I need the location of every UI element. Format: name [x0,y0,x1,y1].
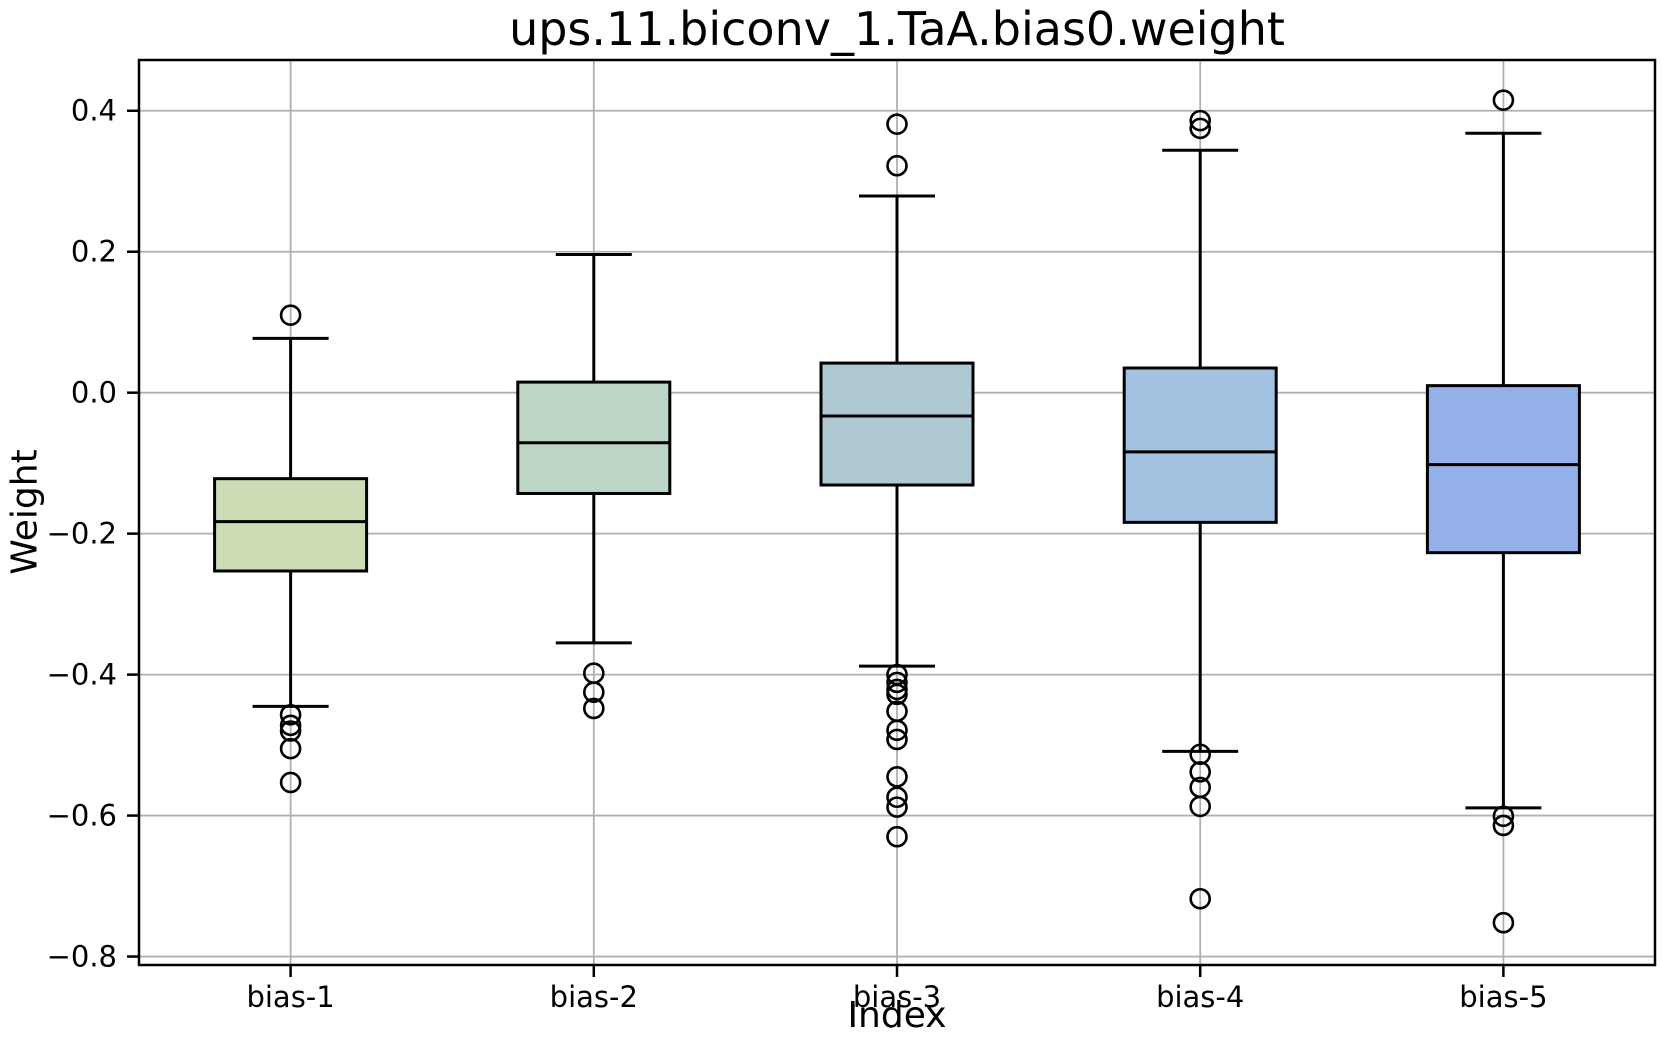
y-tick-label: 0.2 [71,235,117,269]
outlier-point-bias-4 [1189,887,1211,910]
outlier-point-bias-3 [886,796,908,818]
y-tick-label: −0.4 [47,658,117,692]
outlier-point-bias-1 [279,304,302,326]
outlier-point-bias-5 [1492,89,1515,111]
outlier-point-bias-3 [886,154,908,177]
outlier-point-bias-4 [1189,109,1211,132]
outlier-point-bias-3 [886,728,908,751]
box-bias-5 [1425,384,1581,555]
x-tick-label: bias-4 [1156,980,1244,1014]
x-tick-label: bias-3 [853,980,941,1014]
outlier-point-bias-2 [582,697,605,720]
outlier-point-bias-1 [279,714,302,737]
outlier-point-bias-3 [886,719,908,742]
outlier-point-bias-5 [1492,911,1515,934]
outlier-point-bias-5 [1492,805,1515,828]
box-bias-1 [213,477,369,573]
chart-title: ups.11.biconv_1.TaA.bias0.weight [509,2,1285,56]
outlier-point-bias-1 [279,737,302,760]
outlier-point-bias-4 [1189,117,1211,140]
outlier-point-bias-2 [582,681,605,704]
outlier-point-bias-1 [279,703,302,726]
outlier-point-bias-3 [886,671,908,694]
y-tick-label: −0.6 [47,799,117,833]
outlier-point-bias-3 [886,683,908,706]
outlier-point-bias-3 [886,113,908,135]
outlier-point-bias-4 [1189,761,1211,783]
outlier-point-bias-3 [886,825,908,848]
outlier-point-bias-5 [1492,814,1515,837]
outlier-point-bias-4 [1189,743,1211,766]
y-tick-label: 0.0 [71,376,117,410]
box-bias-4 [1122,366,1278,524]
outlier-point-bias-1 [279,771,302,794]
x-tick-label: bias-1 [246,980,334,1014]
x-tick-label: bias-5 [1459,980,1547,1014]
box-bias-2 [516,380,672,495]
outlier-point-bias-3 [886,786,908,809]
y-tick-label: −0.8 [47,940,117,974]
outlier-point-bias-3 [886,766,908,788]
x-axis-label: Index [847,995,947,1036]
outlier-point-bias-4 [1189,795,1211,818]
outlier-point-bias-1 [279,720,302,742]
box-bias-3 [819,361,975,487]
y-tick-label: −0.2 [47,517,117,551]
x-tick-label: bias-2 [550,980,638,1014]
y-tick-label: 0.4 [71,94,117,128]
